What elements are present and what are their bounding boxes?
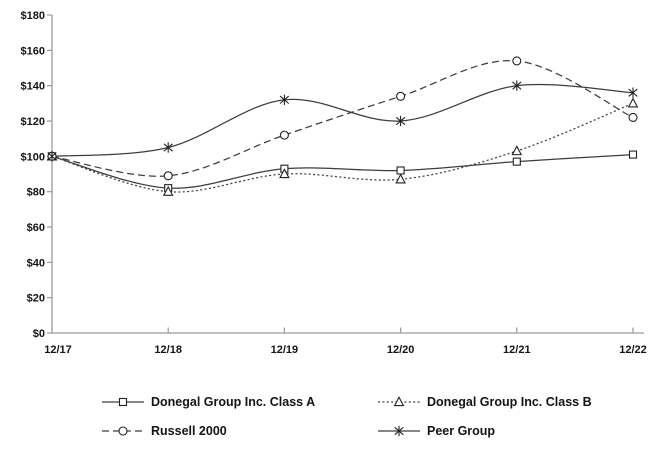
- axes: $0 $20 $40 $60 $80 $100 $120 $140 $160 $180 12/17 1…: [21, 10, 647, 356]
- y-tick-label: $100: [21, 151, 45, 163]
- legend-item-donegal-group-inc-class-a: Donegal Group Inc. Class A: [101, 394, 377, 410]
- legend-item-russell-2000: Russell 2000: [101, 423, 377, 439]
- y-tick-label: $120: [21, 116, 45, 128]
- y-tick-label: $160: [21, 45, 45, 57]
- y-tick-label: $0: [33, 328, 45, 340]
- legend-item-peer-group: Peer Group: [377, 423, 592, 439]
- chart-legend: Donegal Group Inc. Class A Donegal Group …: [101, 394, 592, 439]
- legend-label: Donegal Group Inc. Class B: [427, 395, 592, 409]
- x-tick-label: 12/22: [619, 344, 647, 356]
- legend-marker-circle-icon: [102, 426, 144, 436]
- x-tick-label: 12/21: [503, 344, 531, 356]
- x-tick-label: 12/20: [387, 344, 415, 356]
- x-tick-label: 12/19: [271, 344, 299, 356]
- legend-label: Russell 2000: [151, 424, 227, 438]
- y-tick-label: $80: [27, 187, 45, 199]
- y-tick-label: $140: [21, 81, 45, 93]
- series-line-russell-2000: [51, 59, 634, 177]
- legend-label: Peer Group: [427, 424, 496, 438]
- series-markers-peer-group: [47, 80, 638, 162]
- y-tick-label: $60: [27, 222, 45, 234]
- y-tick-label: $40: [27, 257, 45, 269]
- stock-performance-chart: $0 $20 $40 $60 $80 $100 $120 $140 $160 $180 12/17 1…: [21, 10, 647, 356]
- legend-label: Donegal Group Inc. Class A: [151, 395, 316, 409]
- series-line-donegal-group-inc-class-b: [51, 102, 634, 193]
- series-line-peer-group: [51, 83, 634, 157]
- x-tick-label: 12/17: [44, 344, 72, 356]
- series-markers-donegal-group-inc-class-b: [46, 97, 639, 196]
- series-markers-russell-2000: [47, 56, 638, 181]
- legend-marker-triangle-icon: [378, 396, 420, 407]
- y-tick-label: $20: [27, 293, 45, 305]
- series-line-donegal-group-inc-class-a: [51, 153, 634, 189]
- line-chart-canvas: $0 $20 $40 $60 $80 $100 $120 $140 $160 $180 12/17 1…: [21, 10, 647, 356]
- x-tick-label: 12/18: [154, 344, 182, 356]
- legend-marker-square-icon: [102, 397, 144, 407]
- y-tick-label: $180: [21, 10, 45, 22]
- legend-item-donegal-group-inc-class-b: Donegal Group Inc. Class B: [377, 394, 592, 410]
- legend-marker-asterisk-icon: [378, 425, 420, 437]
